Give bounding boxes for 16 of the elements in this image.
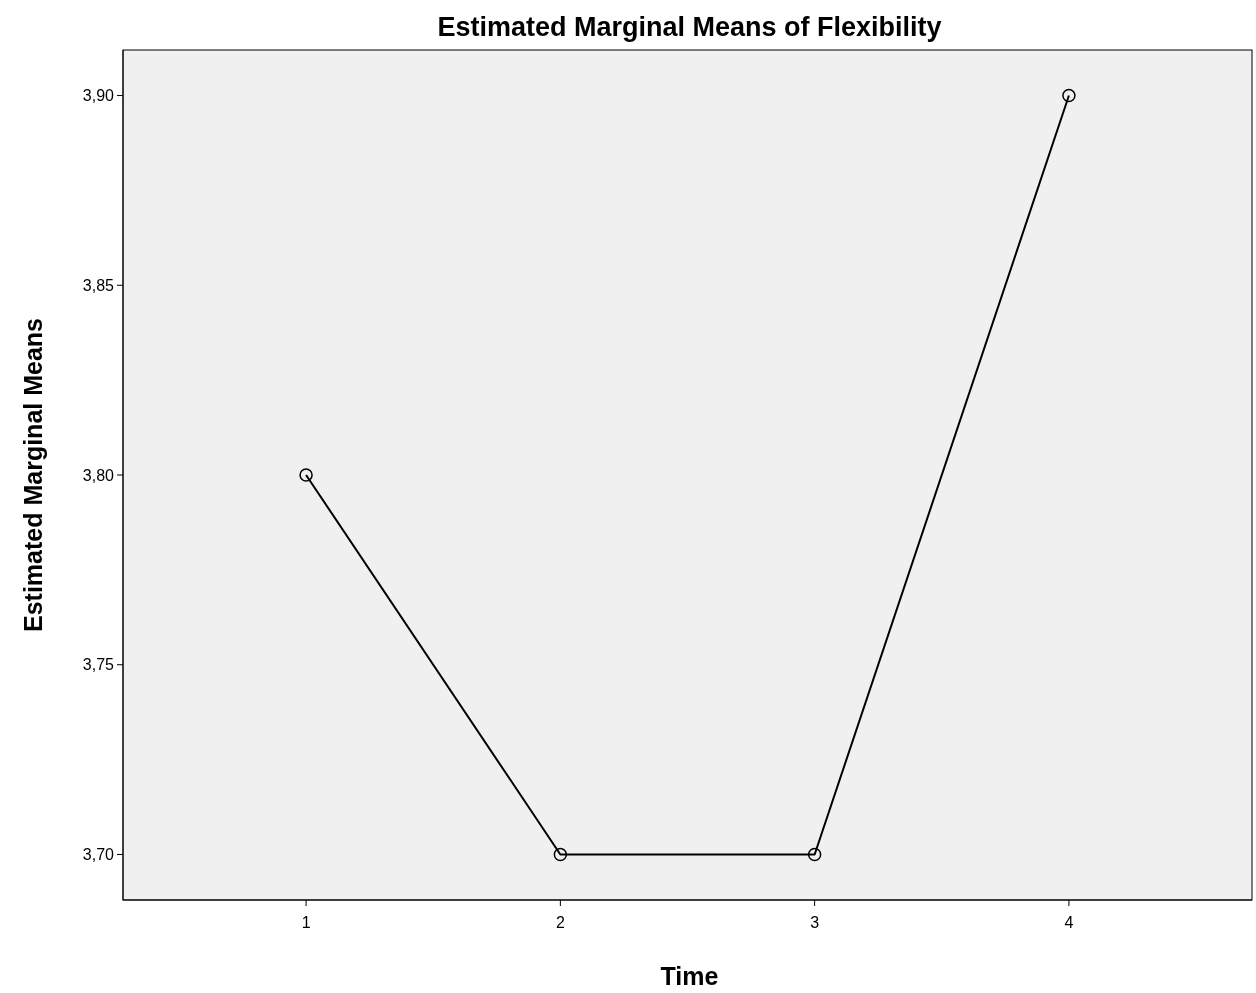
point [299,468,313,482]
x-tick-label: 2 [555,914,565,931]
x-tick-label: 3 [810,914,820,931]
y-tick-label: 3,70 [82,846,115,864]
x-tick-label: 4 [1064,914,1074,931]
y-axis-title: Estimated Marginal Means [19,318,47,632]
y-tick-label: 3,90 [82,87,115,105]
x-tick-label: 1 [301,914,311,931]
y-tick-label: 3,75 [82,656,115,674]
point [1062,88,1076,103]
chart-title: Estimated Marginal Means of Flexibility [437,12,942,42]
y-tick-label: 3,80 [82,466,115,484]
x-axis-title: Time [660,962,719,990]
point [553,847,568,862]
point [807,847,822,862]
y-tick-label: 3,85 [82,276,115,294]
